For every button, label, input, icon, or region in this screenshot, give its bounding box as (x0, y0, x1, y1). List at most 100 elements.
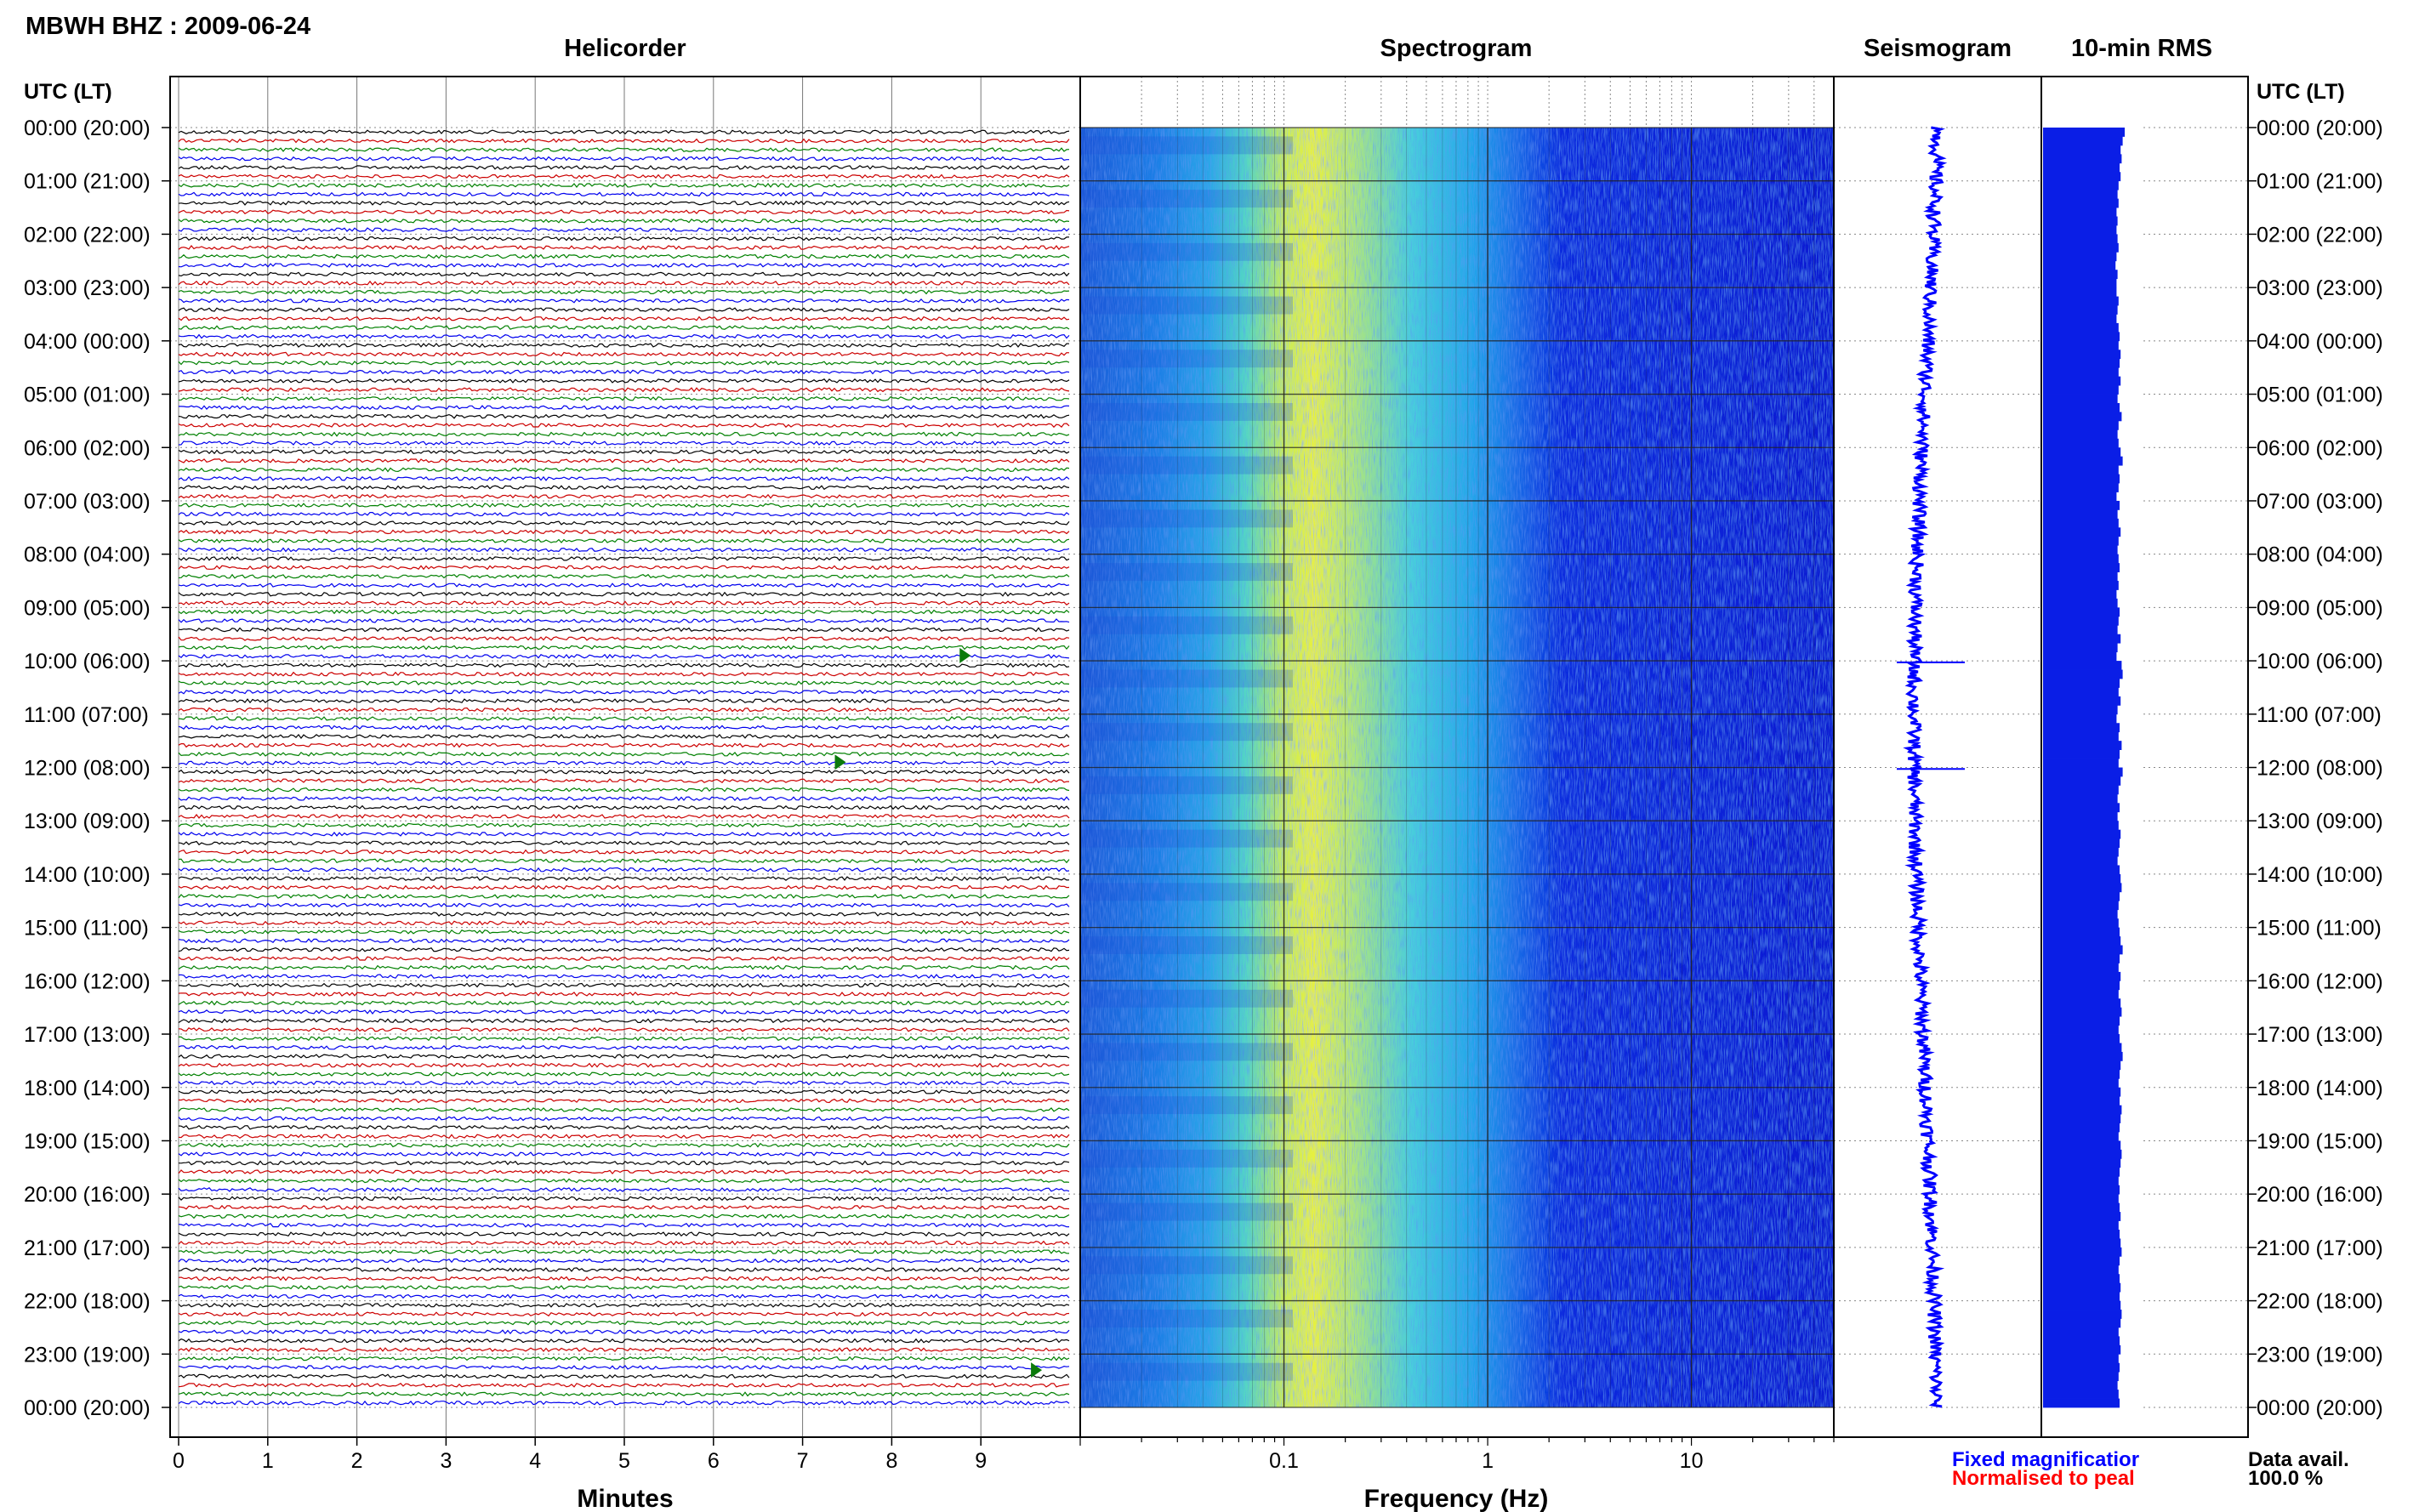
rms-bar (2043, 1016, 2120, 1026)
spectrogram-band (1080, 936, 1293, 954)
rms-bar (2043, 811, 2118, 821)
rms-bar (2043, 545, 2118, 555)
helicorder-trace (178, 1054, 1070, 1060)
rms-bar (2043, 1007, 2122, 1017)
rms-bar (2043, 731, 2119, 742)
rms-bar (2043, 402, 2120, 412)
helicorder-trace (178, 1382, 1070, 1388)
helicorder-trace (178, 912, 1070, 917)
helicorder-trace (178, 689, 1070, 695)
helicorder-trace (178, 814, 1070, 819)
rms-bar (2043, 340, 2119, 350)
utc-label-left: UTC (LT) (24, 80, 112, 104)
helicorder-trace (178, 920, 1070, 926)
time-tick-left: 10:00 (06:00) (24, 650, 151, 674)
helicorder-trace (178, 1044, 1070, 1050)
frequency-axis-title: Frequency (Hz) (1364, 1485, 1549, 1512)
rms-bar (2043, 350, 2121, 360)
helicorder-trace (178, 884, 1070, 890)
rms-bar (2043, 1292, 2120, 1301)
time-tick-right: 10:00 (06:00) (2257, 650, 2383, 674)
time-tick-right: 05:00 (01:00) (2257, 384, 2383, 407)
time-tick-right: 16:00 (12:00) (2257, 969, 2383, 993)
helicorder-trace (178, 964, 1070, 970)
rms-bar (2043, 1398, 2120, 1408)
rms-bar (2043, 1105, 2122, 1115)
helicorder-trace (178, 555, 1070, 561)
helicorder-trace (178, 156, 1069, 162)
rms-bar (2043, 278, 2117, 288)
spectrogram-band (1080, 1256, 1293, 1275)
helicorder-trace (178, 395, 1070, 401)
helicorder-panel (170, 77, 1080, 1437)
rms-bar (2043, 1212, 2121, 1221)
rms-bar (2043, 927, 2120, 937)
rms-bar (2043, 412, 2122, 422)
helicorder-trace (178, 351, 1070, 357)
time-tick-left: 12:00 (08:00) (24, 757, 151, 781)
time-tick-right: 18:00 (14:00) (2257, 1077, 2383, 1100)
data-availability-value: 100.0 % (2248, 1467, 2323, 1490)
helicorder-trace (178, 493, 1070, 499)
rms-bar (2043, 198, 2119, 208)
rms-bar (2043, 447, 2121, 458)
helicorder-trace (178, 200, 1070, 206)
rms-bar (2043, 162, 2120, 173)
rms-bar (2043, 669, 2123, 679)
helicorder-trace (178, 209, 1070, 215)
rms-bar (2043, 242, 2119, 253)
seismogram-title: Seismogram (1864, 35, 2012, 62)
spectrogram-band (1080, 1202, 1293, 1221)
spectrogram-band (1080, 1096, 1293, 1115)
helicorder-trace (178, 1285, 1070, 1290)
rms-bar (2043, 394, 2118, 404)
helicorder-trace (178, 1356, 1070, 1361)
helicorder-trace (178, 583, 1070, 588)
helicorder-trace (178, 1000, 1070, 1006)
minute-tick-label: 7 (797, 1449, 809, 1473)
rms-bar (2043, 643, 2118, 653)
time-tick-left: 00:00 (20:00) (24, 1396, 151, 1420)
helicorder-trace (178, 1276, 1070, 1282)
rms-bar (2043, 891, 2120, 901)
helicorder-trace (178, 441, 1070, 446)
time-axis-labels: 00:00 (20:00) 00:00 (20:00) 01:00 (21:00) 0… (24, 117, 2383, 1420)
rms-bar (2043, 429, 2118, 440)
rms-bar (2043, 1344, 2121, 1355)
time-tick-left: 21:00 (17:00) (24, 1236, 151, 1260)
helicorder-trace (178, 645, 1070, 651)
rms-bar (2043, 918, 2119, 929)
rms-bar (2043, 1318, 2121, 1328)
rms-bar (2043, 936, 2121, 946)
rms-bar (2043, 998, 2121, 1009)
rms-bar (2043, 287, 2117, 297)
helicorder-trace (178, 529, 1070, 535)
helicorder-trace (178, 1134, 1070, 1140)
rms-bar (2043, 1043, 2122, 1053)
time-tick-left: 13:00 (09:00) (24, 810, 151, 833)
helicorder-trace (178, 822, 1070, 828)
legend-normalised-to-peak: Normalised to peal (1952, 1467, 2135, 1490)
rms-bar (2043, 252, 2117, 262)
rms-bar (2043, 661, 2122, 670)
helicorder-trace (178, 1347, 1070, 1352)
rms-bar (2043, 145, 2121, 155)
rms-bar (2043, 776, 2121, 786)
rms-bar (2043, 1078, 2119, 1089)
rms-bar (2043, 901, 2119, 911)
time-tick-left: 16:00 (12:00) (24, 969, 151, 993)
spectrogram-band (1080, 616, 1293, 634)
helicorder-trace (178, 1124, 1070, 1130)
rms-bar (2043, 1274, 2120, 1284)
helicorder-trace (178, 733, 1070, 739)
helicorder-trace (179, 982, 1070, 988)
helicorder-trace (178, 760, 1070, 766)
rms-bar (2043, 793, 2118, 804)
rms-bar (2043, 1158, 2121, 1168)
helicorder-trace (178, 707, 1070, 713)
rms-bar (2043, 322, 2119, 333)
rms-bar (2043, 713, 2117, 724)
rms-bar (2043, 909, 2118, 919)
helicorder-trace (178, 1214, 1070, 1219)
spectrogram-band (1080, 296, 1293, 315)
